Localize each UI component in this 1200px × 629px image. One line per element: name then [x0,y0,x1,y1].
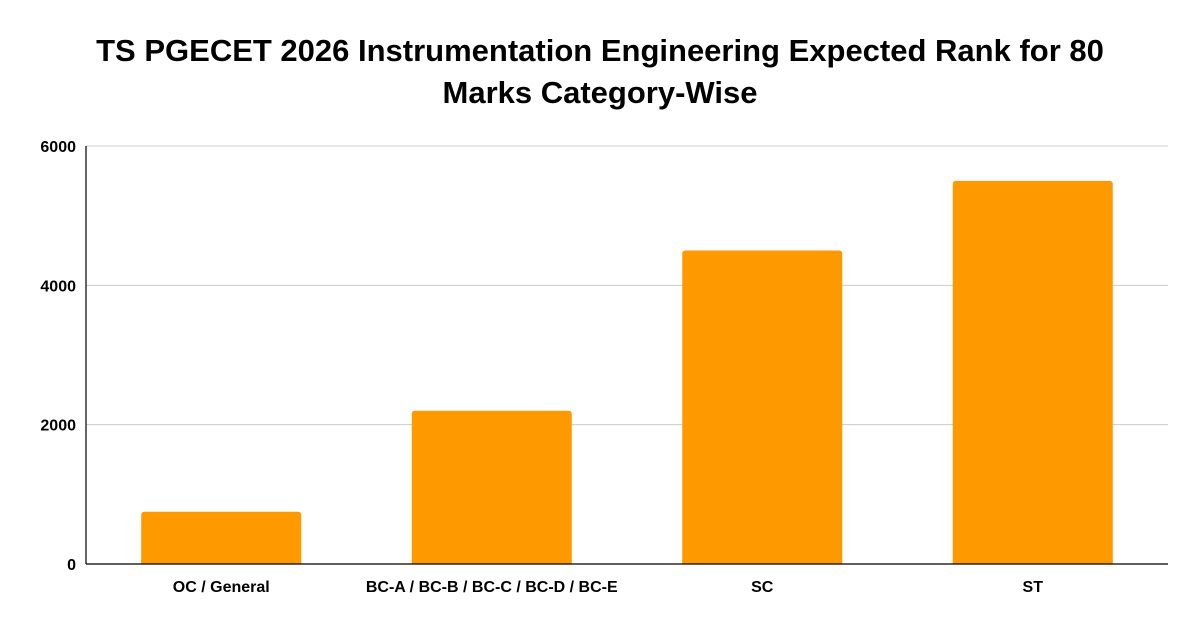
y-tick-label: 0 [67,557,76,574]
bar-base [682,560,843,564]
bar-base [141,560,302,564]
y-tick-labels: 0 2000 4000 6000 [40,139,76,574]
y-tick-label: 2000 [40,418,76,435]
bar [952,180,1113,565]
bar-base [411,560,572,564]
x-tick-label: SC [751,579,774,596]
y-tick-label: 6000 [40,139,76,156]
axes [85,146,1168,565]
bar [682,250,843,564]
x-tick-labels: OC / General BC-A / BC-B / BC-C / BC-D / … [173,579,1043,596]
x-tick-label: BC-A / BC-B / BC-C / BC-D / BC-E [366,579,618,596]
bar [411,410,572,564]
bar [141,511,302,564]
x-tick-label: OC / General [173,579,270,596]
y-tick-label: 4000 [40,278,76,295]
x-tick-label: ST [1023,579,1044,596]
chart-title: TS PGECET 2026 Instrumentation Engineeri… [96,33,1104,110]
bars [141,180,1113,565]
bar-base [952,560,1113,564]
